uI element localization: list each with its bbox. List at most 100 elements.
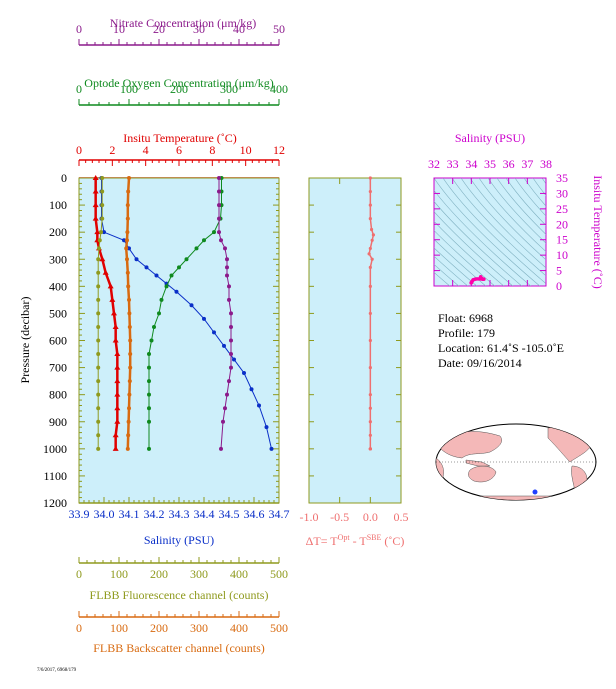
bottom-axes: 33.9 34.0 34.1 34.2 34.3 34.4 34.5 34.6 34.7 Sal… [69,497,290,655]
delta-label-suffix: (˚C) [381,534,404,548]
nitrate-point [225,392,229,397]
fluorescence-point [100,176,105,180]
backscatter-tick-label: 400 [230,621,248,635]
salinity-point [257,403,261,408]
backscatter-point [125,270,130,275]
oxygen-point [177,265,181,270]
delta-t-point [368,246,372,251]
nitrate-tick-label: 30 [193,22,205,36]
backscatter-tick-label: 100 [110,621,128,635]
pressure-axis: 0 100 200 300 400 500 600 700 800 900 1000 1100 1200 [43,171,279,510]
fluorescence-point [96,419,101,424]
salinity-tick-label: 33.9 [69,507,90,521]
density-contour [460,178,546,269]
temperature-tick-label: 4 [143,143,149,157]
temperature-point [112,432,119,438]
ts-xtick-label: 34 [465,157,477,171]
temperature-tick-label: 12 [273,143,285,157]
oxygen-point [147,392,151,397]
salinity-point [269,446,274,451]
ts-xtick-label: 33 [447,157,459,171]
ts-ytick-label: 30 [556,186,568,200]
backscatter-tick-label: 500 [270,621,288,635]
delta-tick-label: -0.5 [330,510,349,524]
fluorescence-tick-label: 200 [150,567,168,581]
ts-panel-background [433,177,547,287]
profile-number: Profile: 179 [438,326,495,340]
oxygen-axis: Optode Oxygen Concentration (μm/kg) 0 100… [76,76,288,106]
delta-label-prefix: ΔT= T [306,534,339,548]
nitrate-point [219,446,223,451]
nitrate-point [217,216,221,221]
delta-t-point [368,311,372,316]
fluorescence-axis-ticks: 0 100 200 300 400 500 [76,557,288,581]
temperature-point [94,229,101,235]
backscatter-point [128,352,133,357]
oxygen-tick-label: 300 [220,82,238,96]
oxygen-point [184,257,189,262]
fluorescence-point [96,270,101,275]
ts-point [482,277,486,282]
delta-t-point [367,252,371,256]
density-contour [505,178,546,226]
fluorescence-point [96,365,101,370]
pressure-tick-label: 600 [49,334,67,348]
nitrate-axis: Nitrate Concentration (μm/kg) 0 10 20 30 40 5… [76,16,285,46]
nitrate-point [227,379,231,384]
fluorescence-point [96,311,101,316]
ts-xtick-label: 37 [521,157,533,171]
temperature-point [112,323,119,329]
oxygen-point [147,446,151,451]
fluorescence-axis-label: FLBB Fluorescence channel (counts) [90,588,269,602]
salinity-axis-label: Salinity (PSU) [144,533,214,547]
temperature-point [114,418,121,424]
delta-t-point [368,420,372,424]
delta-t-point [368,176,372,180]
delta-t-point [368,217,372,221]
backscatter-point [128,338,133,343]
delta-t-panel: -1.0 -0.5 0.0 0.5 ΔT= TOpt - TSBE (˚C) [300,176,409,548]
fluorescence-point [100,203,105,208]
salinity-point [144,265,149,270]
salinity-point [212,330,216,335]
temperature-point [114,364,121,370]
pressure-tick-label: 400 [49,279,67,293]
oxygen-axis-ticks: 0 100 200 300 400 [76,82,288,106]
fluorescence-tick-label: 100 [110,567,128,581]
fluorescence-axis: 0 100 200 300 400 500 FLBB Fluorescence chann… [76,557,288,602]
delta-t-point [369,227,374,232]
oxygen-point [159,297,164,302]
ts-panel-ylabel: Insitu Temperature (˚C) [591,175,605,289]
density-contour [478,178,546,253]
nitrate-point [221,419,225,424]
salinity-point [202,316,206,321]
fluorescence-point [96,338,101,343]
nitrate-point [229,311,233,316]
nitrate-point [217,230,221,235]
fluorescence-profile-line [97,178,103,449]
salinity-tick-label: 34.2 [144,507,165,521]
delta-t-point [368,265,372,269]
salinity-point [154,273,159,278]
salinity-tick-label: 34.4 [194,507,215,521]
ts-xtick-label: 32 [428,157,440,171]
backscatter-point [127,324,132,329]
temperature-point [92,202,99,208]
float-id: Float: 6968 [438,311,493,325]
nitrate-profile-line [218,178,232,449]
temperature-point [99,256,106,262]
delta-t-point [368,365,372,370]
profile-panel-background [78,177,280,504]
fluorescence-point [100,189,105,194]
fluorescence-point [97,238,102,243]
backscatter-axis: 0 100 200 300 400 500 FLBB Backscatter channe… [76,611,288,655]
salinity-point [242,371,246,375]
salinity-tick-label: 34.7 [269,507,290,521]
delta-t-point [368,433,372,437]
density-contour [487,178,546,244]
density-contour [469,178,546,261]
delta-t-point [370,238,374,242]
oxygen-profile-line [148,178,222,449]
